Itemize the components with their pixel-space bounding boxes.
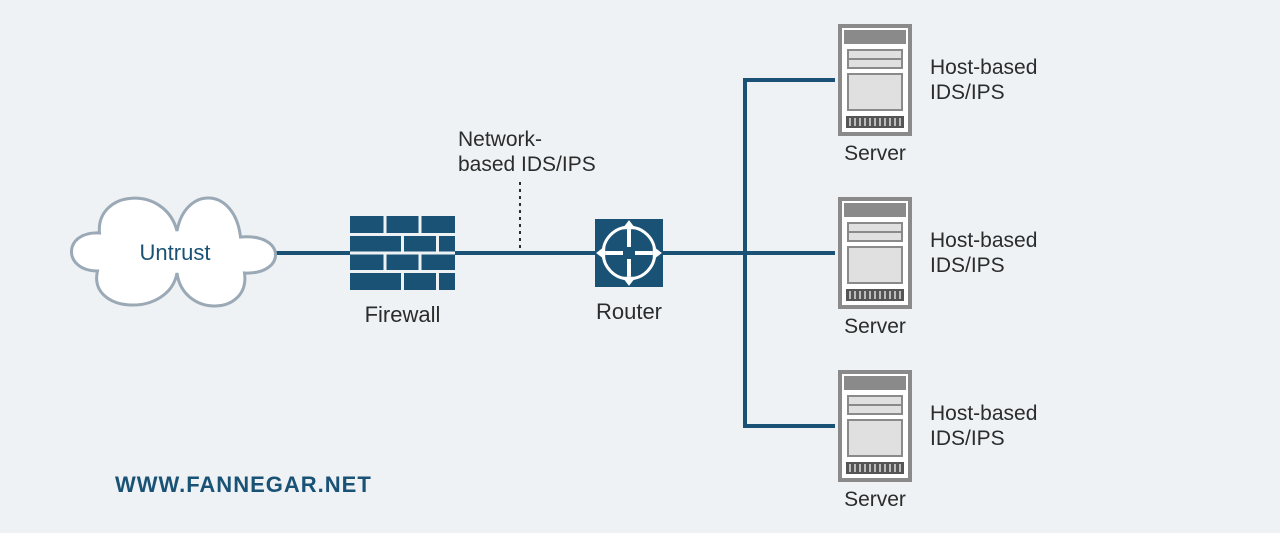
cloud-label: Untrust <box>140 240 211 266</box>
server-side-label-1-l2: IDS/IPS <box>930 254 1005 278</box>
diagram-stage: Untrust Firewall Network-based IDS/IPS Rout… <box>0 0 1280 533</box>
server-icon-0 <box>840 26 910 134</box>
server-side-label-0-l1: Host-based <box>930 56 1037 80</box>
server-icon-2 <box>840 372 910 480</box>
firewall-label: Firewall <box>365 302 441 328</box>
firewall-icon <box>350 216 455 290</box>
diagram-svg <box>0 0 1280 533</box>
server-side-label-2-l1: Host-based <box>930 402 1037 426</box>
router-icon <box>595 219 663 287</box>
server-side-label-2-l2: IDS/IPS <box>930 427 1005 451</box>
footer-text: WWW.FANNEGAR.NET <box>115 472 372 498</box>
server-label-0: Server <box>844 142 906 166</box>
nids-label-line1: Network- <box>458 128 542 152</box>
nids-label-line2: based IDS/IPS <box>458 153 596 177</box>
router-label: Router <box>596 299 662 325</box>
server-icon-1 <box>840 199 910 307</box>
server-label-1: Server <box>844 315 906 339</box>
server-side-label-1-l1: Host-based <box>930 229 1037 253</box>
server-label-2: Server <box>844 488 906 512</box>
server-side-label-0-l2: IDS/IPS <box>930 81 1005 105</box>
